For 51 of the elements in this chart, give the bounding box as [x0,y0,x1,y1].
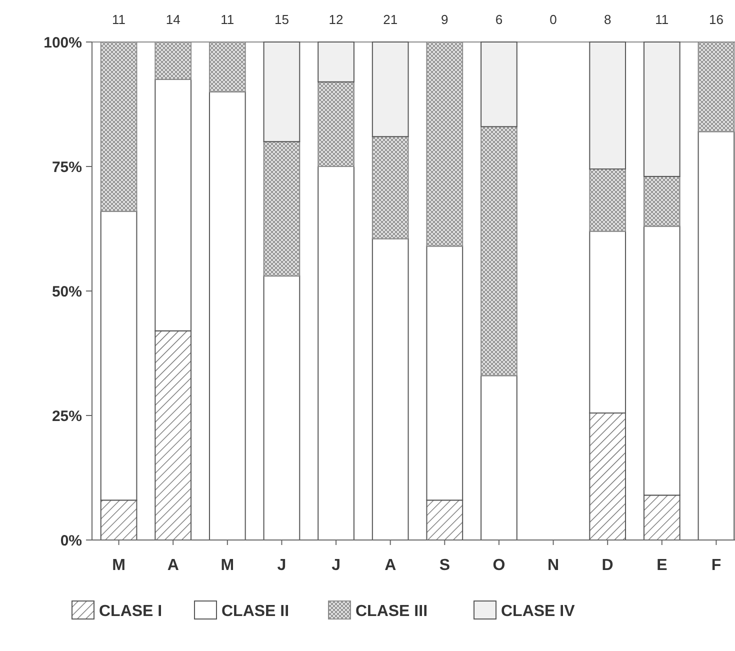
y-tick-label: 75% [52,158,82,176]
text: 8 [604,12,612,27]
x-tick-label: S [439,557,450,574]
x-tick-label: A [384,557,397,574]
text: 21 [383,12,398,27]
legend-label: CLASE IV [501,603,576,620]
bar [589,42,626,170]
text: 16 [708,12,724,27]
legend-label: CLASE I [99,603,162,620]
bar [318,166,354,540]
text: 11 [112,12,126,27]
text: 14 [166,12,180,27]
bar [643,42,680,177]
legend-label: CLASE III [356,603,428,620]
bar [208,91,246,540]
y-tick-label: 0% [60,532,82,550]
bar [372,136,409,240]
x-tick-label: A [167,557,180,574]
text: 11 [655,12,669,27]
text: 9 [441,12,448,27]
x-tick-label: N [548,557,560,574]
bar [263,276,300,540]
x-tick-label: F [711,557,722,574]
bar [372,42,409,138]
text: 11 [220,12,234,27]
x-tick-label: M [112,557,126,574]
x-tick-label: D [602,557,614,574]
bar [480,42,518,128]
text: 6 [495,12,503,27]
bar [318,42,354,82]
x-tick-label: J [332,557,340,574]
bar [589,168,626,232]
text: 15 [274,12,289,27]
y-tick-label: 100% [44,34,82,52]
bar [480,375,518,540]
legend-label: CLASE II [222,603,290,620]
bar [643,176,680,227]
bar [480,126,518,376]
x-tick-label: J [277,557,286,574]
bar [372,238,409,540]
bar [263,141,300,277]
y-tick-label: 50% [52,283,82,300]
x-tick-label: M [220,557,234,574]
bar [698,131,735,540]
y-tick-label: 25% [52,408,82,425]
text: 0 [550,12,557,27]
bar [318,81,354,167]
text: 12 [328,12,344,27]
x-tick-label: E [656,557,668,574]
x-tick-label: O [492,557,506,574]
bar [263,42,300,142]
